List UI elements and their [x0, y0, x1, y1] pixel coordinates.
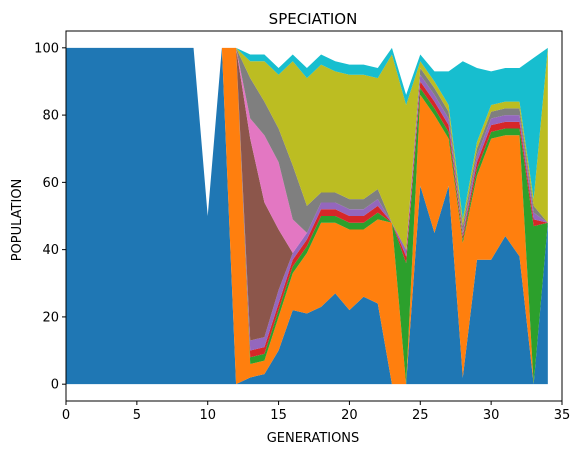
- y-tick-label: 60: [42, 176, 59, 191]
- x-axis-ticks: 0 5 10 15 20 25 30 35: [62, 401, 570, 423]
- x-tick-label: 35: [554, 408, 571, 423]
- x-tick-label: 15: [270, 408, 287, 423]
- y-tick-label: 100: [34, 41, 59, 56]
- y-axis-label: POPULATION: [10, 179, 25, 262]
- y-tick-label: 20: [42, 310, 59, 325]
- y-axis-ticks: 0 20 40 60 80 100: [34, 41, 66, 393]
- area-series-1: [66, 47, 548, 385]
- y-tick-label: 80: [42, 109, 59, 124]
- chart-title: SPECIATION: [269, 10, 358, 28]
- x-tick-label: 10: [199, 408, 216, 423]
- plot-frame: [65, 30, 563, 402]
- x-tick-label: 30: [483, 408, 500, 423]
- x-tick-label: 20: [341, 408, 358, 423]
- area-series-2: [66, 47, 548, 385]
- area-series-8: [66, 47, 548, 250]
- x-tick-label: 5: [133, 408, 141, 423]
- area-series-9: [66, 47, 548, 250]
- x-axis-label: GENERATIONS: [267, 431, 360, 446]
- y-tick-label: 0: [51, 378, 59, 393]
- stacked-areas: [66, 47, 548, 385]
- x-tick-label: 25: [412, 408, 429, 423]
- y-tick-label: 40: [42, 243, 59, 258]
- x-tick-label: 0: [62, 408, 70, 423]
